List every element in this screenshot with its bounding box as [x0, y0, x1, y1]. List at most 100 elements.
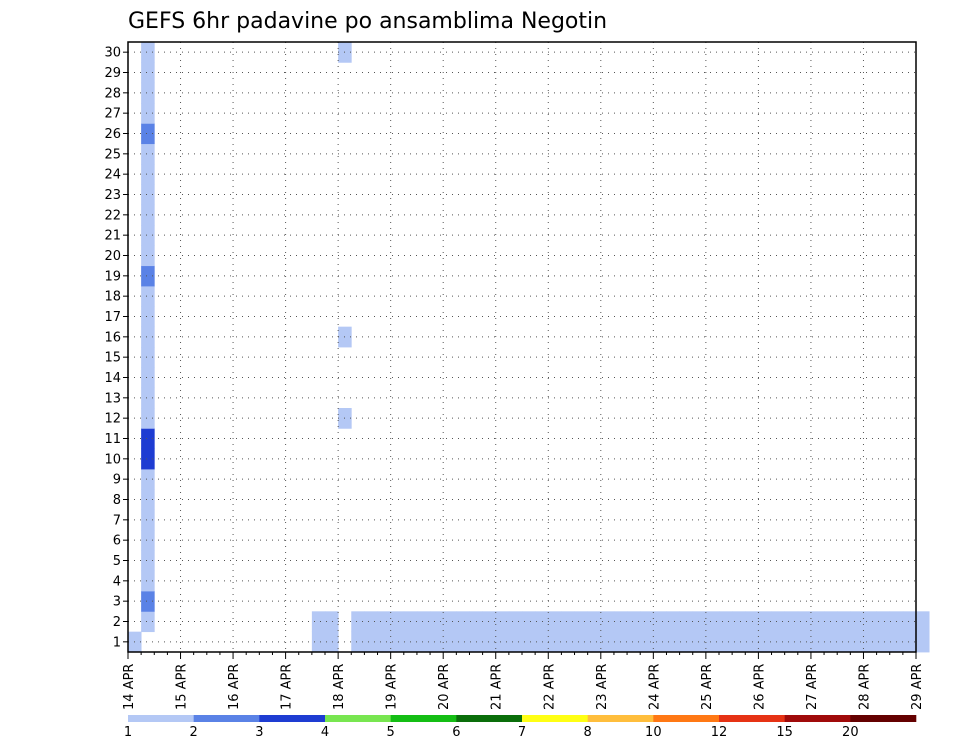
- x-tick-label: 19 APR: [385, 664, 400, 710]
- heatmap-cell: [771, 611, 786, 633]
- heatmap-cell: [784, 611, 799, 633]
- heatmap-cell: [482, 631, 497, 653]
- heatmap-cell: [141, 143, 155, 165]
- heatmap-cell: [311, 611, 326, 633]
- heatmap-cell: [141, 367, 155, 389]
- heatmap-cell: [784, 631, 799, 653]
- x-tick-label: 26 APR: [752, 664, 767, 710]
- heatmap-cell: [837, 631, 851, 653]
- heatmap-cell: [600, 611, 615, 633]
- y-tick-label: 25: [104, 147, 121, 162]
- heatmap-cell: [705, 631, 720, 653]
- heatmap-cell: [141, 265, 155, 287]
- heatmap-cell: [141, 82, 155, 104]
- y-tick-label: 27: [104, 107, 121, 122]
- colorbar-swatch: [193, 715, 260, 722]
- y-tick-label: 1: [113, 635, 121, 650]
- y-tick-label: 15: [104, 351, 121, 366]
- heatmap-cell: [587, 611, 602, 633]
- y-tick-label: 18: [104, 290, 121, 305]
- heatmap-cell: [719, 611, 733, 633]
- colorbar-swatch: [456, 715, 523, 722]
- heatmap-cell: [587, 631, 602, 653]
- x-tick-label: 20 APR: [437, 664, 452, 710]
- heatmap-cell: [482, 611, 497, 633]
- heatmap-cell: [141, 245, 155, 267]
- heatmap-cell: [771, 631, 786, 653]
- heatmap-cell: [666, 631, 680, 653]
- heatmap-cell: [535, 631, 549, 653]
- colorbar-label: 10: [645, 725, 662, 740]
- x-tick-label: 16 APR: [227, 664, 242, 710]
- heatmap-cell: [351, 611, 365, 633]
- heatmap-cell: [141, 204, 155, 226]
- heatmap-cell: [141, 306, 155, 328]
- heatmap-cell: [850, 611, 864, 633]
- colorbar-label: 3: [255, 725, 263, 740]
- heatmap-cell: [561, 631, 575, 653]
- heatmap-cell: [797, 631, 812, 653]
- heatmap-cell: [495, 631, 510, 653]
- heatmap-cell: [522, 611, 536, 633]
- heatmap-cell: [141, 286, 155, 307]
- colorbar-swatch: [325, 715, 391, 722]
- colorbar-swatch: [653, 715, 720, 722]
- heatmap-cell: [640, 631, 654, 653]
- heatmap-cell: [416, 631, 431, 653]
- heatmap-cell: [377, 631, 392, 653]
- heatmap-cell: [495, 611, 510, 633]
- y-tick-label: 13: [104, 391, 121, 406]
- heatmap-cell: [141, 611, 155, 633]
- heatmap-cell: [758, 611, 772, 633]
- y-tick-label: 2: [113, 615, 121, 630]
- heatmap-cell: [141, 428, 155, 450]
- colorbar-swatch: [719, 715, 785, 722]
- heatmap-cell: [141, 62, 155, 84]
- y-tick-label: 6: [113, 534, 121, 549]
- heatmap-cell: [141, 448, 155, 470]
- heatmap-cell: [364, 631, 378, 653]
- colorbar-swatch: [390, 715, 457, 722]
- x-tick-label: 22 APR: [542, 664, 557, 710]
- heatmap-cell: [810, 611, 825, 633]
- heatmap-cell: [141, 184, 155, 206]
- colorbar-swatch: [784, 715, 851, 722]
- heatmap-cell: [141, 550, 155, 572]
- heatmap-cell: [653, 611, 667, 633]
- x-tick-label: 17 APR: [280, 664, 295, 710]
- heatmap-cell: [916, 631, 930, 653]
- heatmap-cell: [666, 611, 680, 633]
- heatmap-cell: [141, 509, 155, 531]
- heatmap-cell: [627, 631, 641, 653]
- y-tick-label: 17: [104, 310, 121, 325]
- x-tick-label: 18 APR: [332, 664, 347, 710]
- heatmap-cell: [732, 631, 746, 653]
- heatmap-cell: [351, 631, 365, 653]
- heatmap-cell: [141, 387, 155, 409]
- heatmap-cell: [141, 591, 155, 612]
- heatmap-cell: [141, 326, 155, 348]
- heatmap-cell: [837, 611, 851, 633]
- y-tick-label: 3: [113, 595, 121, 610]
- colorbar-label: 4: [321, 725, 329, 740]
- heatmap-cell: [508, 631, 523, 653]
- heatmap-cell: [141, 164, 155, 185]
- heatmap-cell: [627, 611, 641, 633]
- heatmap-cell: [863, 631, 877, 653]
- y-tick-label: 30: [104, 46, 121, 61]
- heatmap-cell: [325, 611, 339, 633]
- heatmap-cell: [850, 631, 864, 653]
- heatmap-cell: [141, 42, 155, 63]
- heatmap-cell: [377, 611, 392, 633]
- heatmap-cell: [141, 570, 155, 592]
- heatmap-cell: [574, 611, 589, 633]
- heatmap-cell: [522, 631, 536, 653]
- colorbar-label: 5: [387, 725, 395, 740]
- heatmap-cell: [692, 631, 707, 653]
- heatmap-cell: [141, 469, 155, 490]
- y-tick-label: 19: [104, 269, 121, 284]
- chart-title: GEFS 6hr padavine po ansamblima Negotin: [128, 9, 607, 34]
- heatmap-cell: [876, 611, 891, 633]
- x-tick-label: 28 APR: [857, 664, 872, 710]
